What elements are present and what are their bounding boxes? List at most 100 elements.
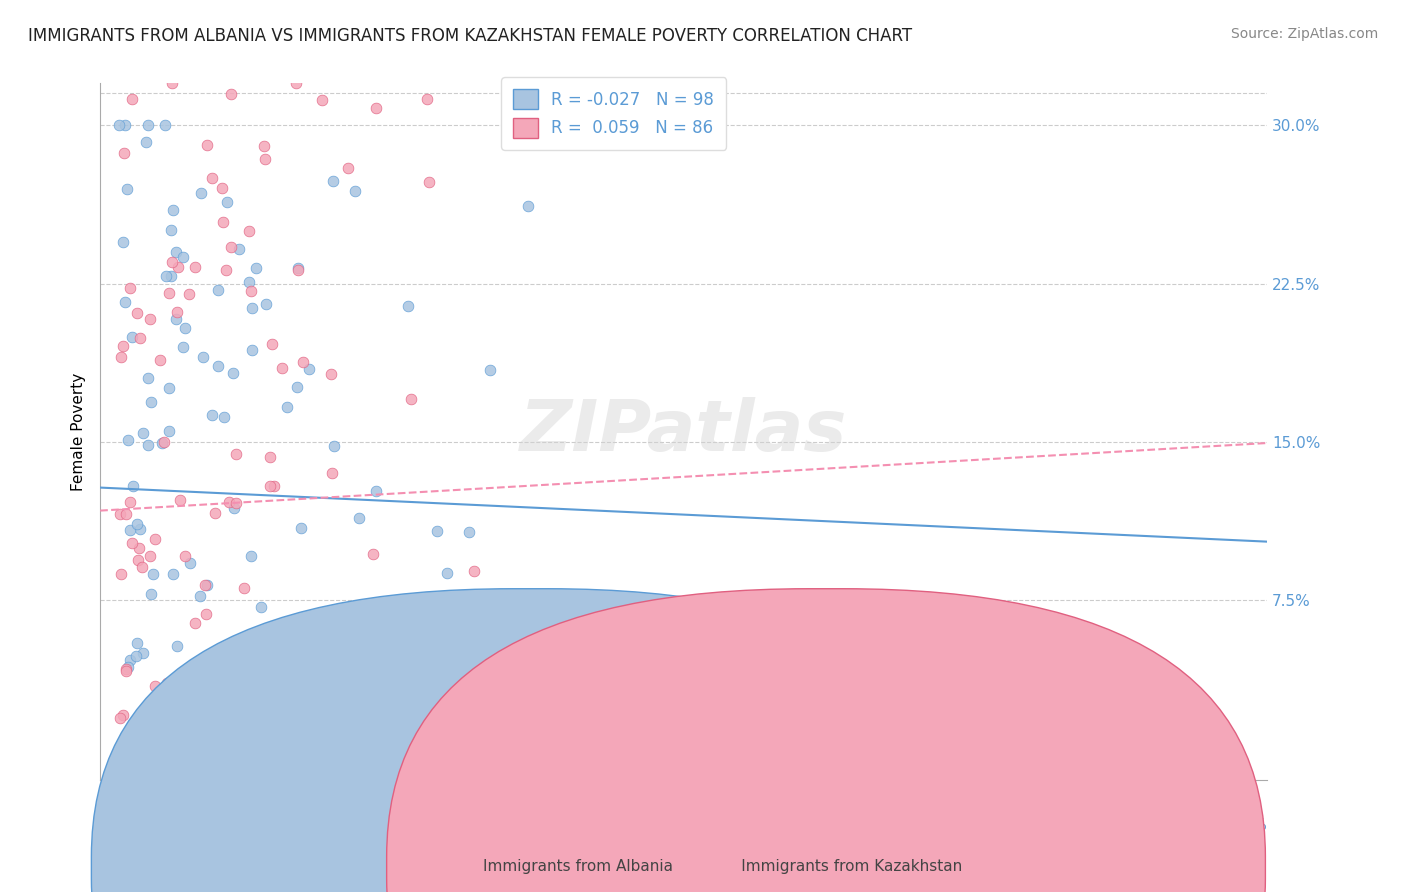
Point (211, 180, 233, 194)
Point (157, 286, 180, 301)
Point (322, 174, 344, 188)
Point (188, 589, 211, 603)
Point (125, 516, 148, 531)
Point (354, 752, 377, 766)
Point (740, 708, 762, 723)
Point (446, 605, 468, 619)
Point (114, 294, 136, 309)
Point (118, 652, 141, 666)
Point (110, 350, 132, 364)
Point (368, 710, 391, 724)
Point (149, 353, 172, 368)
Point (118, 281, 141, 295)
Point (399, 392, 422, 407)
Point (165, 312, 187, 326)
Point (121, 536, 143, 550)
Point (253, 752, 276, 766)
Point (125, 649, 148, 664)
Point (290, 521, 312, 535)
Point (108, 118, 131, 132)
Point (204, 506, 226, 520)
Point (136, 371, 159, 385)
Point (118, 748, 141, 763)
Point (240, 549, 263, 563)
Point (118, 752, 141, 766)
Point (332, 661, 354, 675)
Point (169, 668, 191, 682)
Point (222, 501, 245, 516)
Point (259, 450, 281, 464)
Point (233, 581, 256, 595)
Point (253, 139, 276, 153)
Point (139, 720, 162, 734)
Point (319, 752, 342, 766)
Point (136, 118, 159, 132)
Point (160, 223, 183, 237)
Point (262, 337, 284, 351)
Point (238, 275, 260, 289)
Point (120, 495, 142, 509)
Point (117, 433, 139, 447)
Point (463, 565, 485, 579)
Point (238, 224, 260, 238)
Point (214, 692, 236, 706)
Point (155, 676, 177, 690)
Point (299, 716, 322, 731)
Point (364, 484, 387, 499)
Point (516, 199, 538, 213)
Text: Source: ZipAtlas.com: Source: ZipAtlas.com (1230, 27, 1378, 41)
Point (128, 541, 150, 555)
Point (184, 260, 207, 275)
Point (436, 566, 458, 580)
Point (323, 752, 346, 766)
Point (426, 524, 449, 538)
Point (212, 215, 235, 229)
Point (415, 92, 437, 106)
Point (128, 331, 150, 345)
Point (138, 549, 160, 564)
Point (266, 729, 288, 743)
Point (163, 712, 186, 726)
Point (179, 556, 201, 570)
Point (153, 434, 176, 449)
Point (143, 679, 166, 693)
Point (165, 245, 187, 260)
Point (160, 268, 183, 283)
Text: 0.0%: 0.0% (100, 818, 139, 833)
Point (366, 101, 388, 115)
Point (150, 435, 173, 450)
Point (541, 747, 564, 761)
Point (253, 153, 276, 167)
Point (215, 195, 238, 210)
Point (131, 559, 153, 574)
Point (115, 507, 138, 521)
Point (287, 263, 309, 277)
Point (115, 664, 138, 678)
Point (127, 636, 149, 650)
Y-axis label: Female Poverty: Female Poverty (72, 372, 86, 491)
Point (207, 283, 229, 297)
Point (181, 665, 204, 680)
Point (118, 523, 141, 537)
Point (479, 363, 502, 377)
Point (228, 242, 250, 256)
Point (259, 478, 281, 492)
Point (337, 161, 360, 175)
Point (287, 380, 309, 394)
Point (112, 145, 135, 160)
Point (256, 297, 278, 311)
Point (243, 752, 266, 766)
Point (221, 367, 243, 381)
Point (160, 255, 183, 269)
Point (298, 362, 321, 376)
Point (121, 92, 143, 106)
Point (157, 381, 180, 395)
Point (219, 87, 242, 101)
Text: IMMIGRANTS FROM ALBANIA VS IMMIGRANTS FROM KAZAKHSTAN FEMALE POVERTY CORRELATION: IMMIGRANTS FROM ALBANIA VS IMMIGRANTS FR… (28, 27, 912, 45)
Point (117, 660, 139, 674)
Point (139, 394, 162, 409)
Point (153, 118, 176, 132)
Point (169, 492, 191, 507)
Legend: R = -0.027   N = 98, R =  0.059   N = 86: R = -0.027 N = 98, R = 0.059 N = 86 (502, 78, 725, 150)
Point (139, 311, 162, 326)
